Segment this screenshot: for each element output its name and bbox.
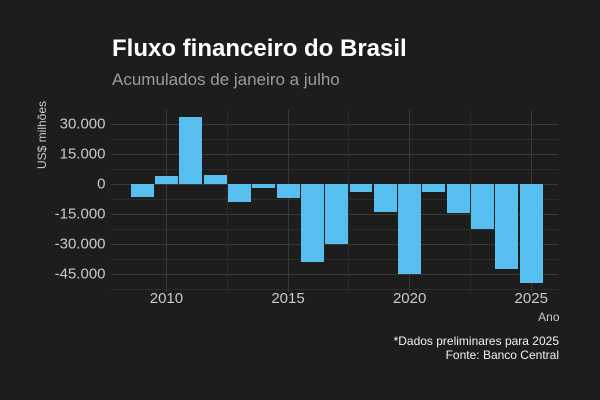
bar-2013	[227, 184, 251, 202]
y-tick-label: 15.000	[59, 145, 106, 163]
x-tick-label: 2010	[149, 290, 184, 307]
y-minor-gridline	[110, 168, 558, 170]
chart-caption: *Dados preliminares para 2025 Fonte: Ban…	[394, 334, 559, 363]
bar-2012	[203, 175, 227, 185]
bar-2020	[398, 184, 422, 275]
x-minor-gridline	[226, 109, 228, 292]
bar-2017	[325, 184, 349, 244]
bar-2022	[446, 184, 470, 214]
caption-line-1: *Dados preliminares para 2025	[393, 334, 559, 348]
y-tick-label: -45.000	[54, 265, 106, 283]
bar-2023	[471, 184, 495, 229]
chart-title: Fluxo financeiro do Brasil	[112, 35, 407, 62]
bar-2025	[519, 184, 543, 284]
y-minor-gridline	[110, 258, 558, 260]
bar-2009	[130, 184, 154, 197]
chart-subtitle: Acumulados de janeiro a julho	[112, 70, 340, 89]
y-tick-label: 30.000	[59, 115, 106, 133]
bar-2019	[373, 184, 397, 212]
bar-2024	[495, 184, 519, 270]
bar-2015	[276, 184, 300, 199]
x-major-gridline	[287, 109, 289, 292]
plot-panel	[110, 109, 558, 292]
x-tick-label: 2015	[271, 290, 305, 307]
y-tick-label: -15.000	[54, 205, 106, 223]
y-major-gridline	[110, 273, 558, 275]
y-tick-label: -30.000	[54, 235, 106, 253]
caption-line-2: Fonte: Banco Central	[445, 348, 559, 363]
bar-2018	[349, 184, 373, 193]
x-tick-label: 2020	[392, 290, 427, 307]
bar-2011	[179, 117, 203, 185]
x-major-gridline	[165, 109, 167, 292]
y-tick-label: 0	[97, 175, 106, 193]
x-minor-gridline	[469, 109, 471, 292]
x-minor-gridline	[348, 109, 350, 292]
bar-2014	[252, 184, 276, 189]
x-tick-label: 2025	[514, 290, 548, 307]
y-major-gridline	[110, 243, 558, 245]
y-minor-gridline	[110, 138, 558, 140]
x-axis-title: Ano	[538, 310, 560, 324]
bar-2016	[300, 184, 324, 262]
y-minor-gridline	[110, 288, 558, 290]
bar-2021	[422, 184, 446, 193]
y-major-gridline	[110, 153, 558, 155]
bar-2010	[154, 176, 178, 185]
y-major-gridline	[110, 123, 558, 125]
